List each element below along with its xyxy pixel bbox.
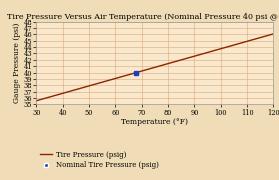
- Y-axis label: Gauge Pressure (psi): Gauge Pressure (psi): [13, 23, 21, 103]
- Legend: Tire Pressure (psig), Nominal Tire Pressure (psig): Tire Pressure (psig), Nominal Tire Press…: [40, 151, 158, 169]
- Title: Tire Pressure Versus Air Temperature (Nominal Pressure 40 psi @ 68°F): Tire Pressure Versus Air Temperature (No…: [7, 13, 279, 21]
- X-axis label: Temperature (°F): Temperature (°F): [121, 118, 188, 126]
